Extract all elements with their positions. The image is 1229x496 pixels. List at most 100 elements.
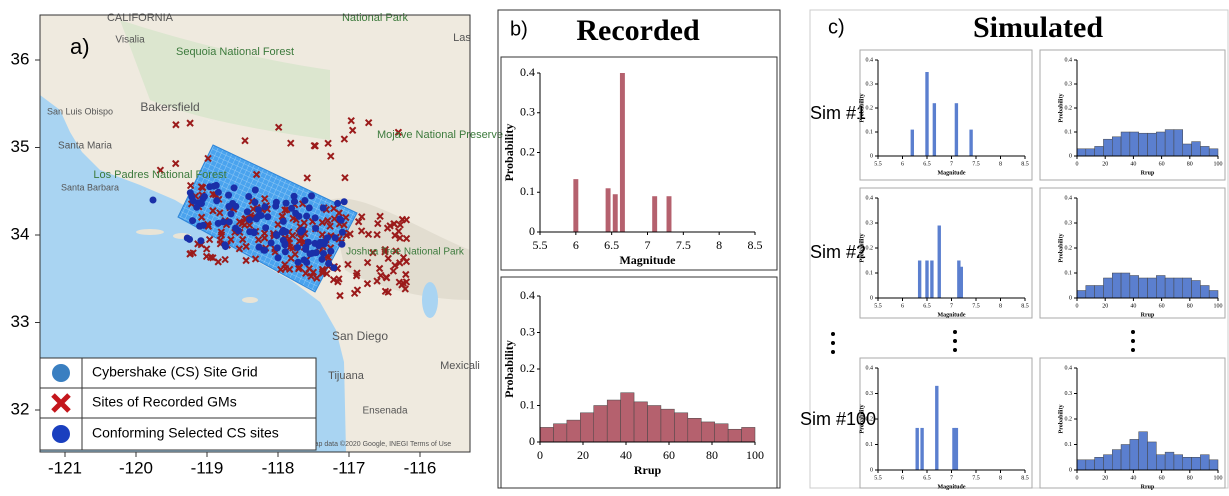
bar	[1156, 455, 1165, 470]
x-tick-label: 0	[537, 448, 543, 462]
bar	[580, 413, 593, 442]
y-tick-label: 0.3	[1065, 220, 1073, 226]
x-tick-label: 5.5	[874, 303, 882, 309]
x-tick-label: 7.5	[972, 475, 980, 481]
bar	[911, 130, 914, 156]
y-tick-label: 36	[11, 49, 30, 68]
y-tick-label: 0	[1069, 467, 1072, 473]
selected-site	[189, 217, 196, 224]
place-label: San Diego	[332, 329, 388, 343]
y-axis-label: Probability	[1058, 405, 1064, 434]
bar	[1077, 291, 1086, 299]
selected-site	[330, 264, 337, 271]
place-label: Map data ©2020 Google, INEGI Terms of Us…	[309, 440, 451, 448]
x-tick-label: 80	[706, 448, 718, 462]
selected-site	[262, 224, 269, 231]
selected-site	[226, 218, 233, 225]
x-axis-label: Magnitude	[937, 170, 965, 176]
bar	[955, 428, 958, 470]
x-tick-label: 7.5	[972, 303, 980, 309]
bar	[1192, 281, 1201, 299]
y-tick-label: 0	[529, 434, 535, 448]
bar	[594, 406, 607, 443]
selected-site	[253, 215, 260, 222]
selected-site	[244, 208, 251, 215]
bar	[1103, 278, 1112, 298]
panel-label: c)	[828, 16, 845, 38]
x-tick-label: 8.5	[1021, 303, 1029, 309]
sim-label: Sim #1	[810, 103, 866, 123]
legend-symbol	[52, 364, 70, 382]
selected-site	[283, 200, 290, 207]
y-tick-label: 0.4	[520, 288, 535, 302]
selected-site	[184, 235, 191, 242]
x-tick-label: 8.5	[748, 238, 763, 252]
bar	[1086, 149, 1095, 156]
y-axis-label: Probability	[859, 234, 865, 263]
x-tick-label: 6.5	[604, 238, 619, 252]
bar	[621, 393, 634, 442]
x-tick-label: -117	[333, 458, 366, 477]
bar	[715, 424, 728, 442]
x-axis-label: Rrup	[1141, 312, 1155, 318]
x-axis-label: Rrup	[1141, 484, 1155, 490]
x-tick-label: 7	[950, 475, 953, 481]
selected-site	[246, 228, 253, 235]
bar	[1174, 130, 1183, 156]
y-tick-label: 0.2	[1065, 416, 1073, 422]
x-tick-label: 40	[1130, 475, 1136, 481]
selected-site	[193, 204, 200, 211]
x-tick-label: 60	[1159, 475, 1165, 481]
selected-site	[280, 218, 287, 225]
bar	[1086, 460, 1095, 470]
x-tick-label: 60	[1159, 303, 1165, 309]
y-tick-label: 0.4	[866, 365, 874, 371]
bar	[1086, 286, 1095, 299]
map-island	[242, 297, 258, 303]
bar	[1095, 286, 1104, 299]
bar	[1148, 442, 1157, 470]
selected-site	[273, 231, 280, 238]
place-label: National Park	[342, 12, 409, 24]
bar	[620, 73, 625, 232]
selected-site	[228, 210, 235, 217]
y-tick-label: 0.1	[866, 270, 874, 276]
x-tick-label: 80	[1187, 475, 1193, 481]
y-tick-label: 0.1	[866, 442, 874, 448]
x-tick-label: -119	[191, 458, 224, 477]
legend-label: Cybershake (CS) Site Grid	[92, 364, 258, 380]
chart-frame	[860, 50, 1032, 180]
selected-site	[225, 203, 232, 210]
y-tick-label: 0.2	[1065, 105, 1073, 111]
x-tick-label: 40	[1130, 161, 1136, 167]
selected-site	[231, 184, 238, 191]
selected-site	[272, 203, 279, 210]
selected-site	[282, 228, 289, 235]
selected-site	[235, 227, 242, 234]
bar	[1112, 273, 1121, 298]
x-tick-label: 20	[577, 448, 589, 462]
selected-site	[295, 213, 302, 220]
y-tick-label: 0.2	[1065, 245, 1073, 251]
bar	[1139, 133, 1148, 156]
y-tick-label: 0.1	[1065, 270, 1073, 276]
bar	[1148, 278, 1157, 298]
x-tick-label: 0	[1076, 475, 1079, 481]
x-tick-label: 8	[999, 475, 1002, 481]
bar	[1121, 132, 1130, 156]
x-axis-label: Magnitude	[619, 253, 676, 267]
page: CALIFORNIAVisaliaSequoia National Forest…	[0, 0, 1229, 496]
selected-site	[222, 243, 229, 250]
selected-site	[306, 250, 313, 257]
y-axis-label: Probability	[1058, 94, 1064, 123]
selected-site	[210, 183, 217, 190]
bar	[925, 261, 928, 299]
selected-site	[282, 248, 289, 255]
selected-site	[252, 187, 259, 194]
bar	[606, 188, 611, 232]
bar	[742, 427, 755, 442]
selected-site	[339, 229, 346, 236]
x-tick-label: -121	[48, 458, 82, 477]
bar	[1095, 457, 1104, 470]
bar	[1156, 132, 1165, 156]
